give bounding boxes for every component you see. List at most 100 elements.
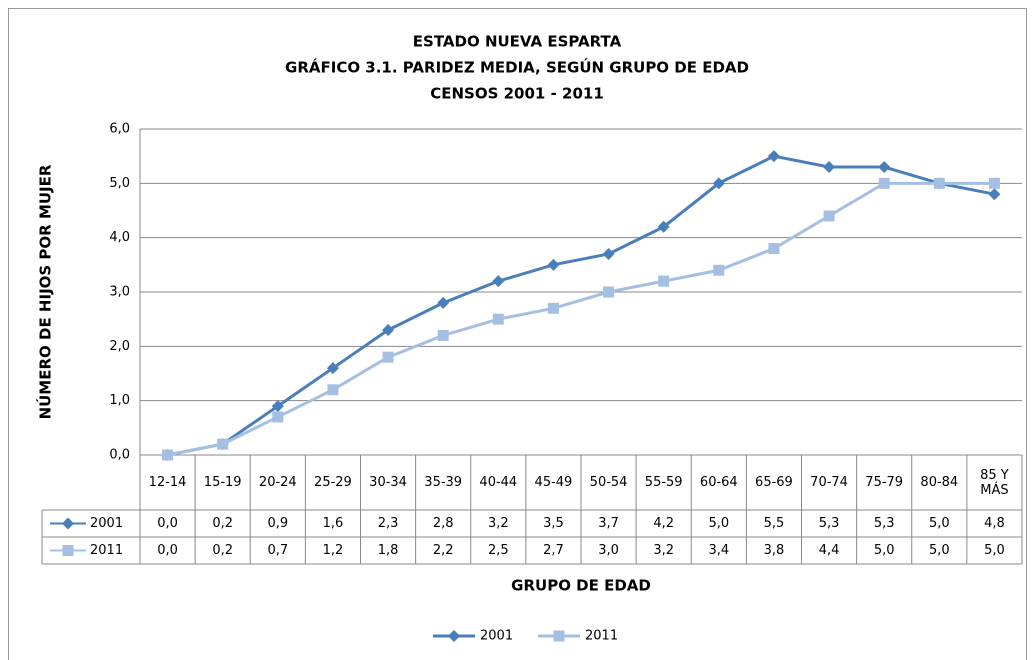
chart-title: CENSOS 2001 - 2011 bbox=[430, 85, 604, 103]
x-tick-label-box: 12-14 bbox=[148, 475, 187, 490]
table-value: 1,6 bbox=[323, 516, 344, 531]
table-value: 5,5 bbox=[764, 516, 785, 531]
table-value: 1,2 bbox=[323, 543, 344, 558]
table-value: 4,8 bbox=[984, 516, 1005, 531]
table-value: 0,7 bbox=[267, 543, 288, 558]
point bbox=[547, 302, 559, 314]
legend-label: 2011 bbox=[90, 543, 123, 558]
y-tick-label: 1,0 bbox=[109, 393, 130, 408]
x-tick-label: 50-54 bbox=[589, 475, 628, 490]
table-value: 5,3 bbox=[819, 516, 840, 531]
table-value: 2,5 bbox=[488, 543, 509, 558]
table-value: 0,9 bbox=[267, 516, 288, 531]
table-value: 2,7 bbox=[543, 543, 564, 558]
x-tick-label-box: 75-79 bbox=[865, 475, 904, 490]
point bbox=[878, 161, 891, 174]
x-tick-label: 70-74 bbox=[810, 475, 848, 490]
point bbox=[492, 275, 505, 288]
legend-key-marker bbox=[448, 630, 460, 642]
table-value: 0,0 bbox=[157, 543, 178, 558]
table-value: 4,2 bbox=[653, 516, 674, 531]
x-tick-label: 80-84 bbox=[920, 475, 959, 490]
point bbox=[988, 188, 1001, 201]
x-tick-label-box: 30-34 bbox=[369, 475, 407, 490]
point bbox=[602, 247, 615, 260]
series-line bbox=[167, 181, 995, 457]
chart-title: GRÁFICO 3.1. PARIDEZ MEDIA, SEGÚN GRUPO … bbox=[285, 58, 749, 77]
point bbox=[327, 384, 339, 396]
legend-key-marker bbox=[62, 517, 74, 530]
table-value: 3,8 bbox=[764, 543, 785, 558]
y-axis-title: NÚMERO DE HIJOS POR MUJER bbox=[36, 164, 55, 419]
point bbox=[933, 177, 945, 189]
table-value: 1,8 bbox=[378, 543, 399, 558]
table-value: 5,0 bbox=[708, 516, 729, 531]
y-tick-label: 2,0 bbox=[109, 339, 130, 354]
point bbox=[657, 220, 670, 233]
series-line bbox=[167, 154, 995, 457]
x-tick-label-box: 45-49 bbox=[534, 475, 573, 490]
table-value: 5,0 bbox=[929, 516, 950, 531]
y-tick-label: 3,0 bbox=[109, 285, 130, 300]
x-tick-label-box: 40-44 bbox=[479, 475, 518, 490]
y-tick-label: 5,0 bbox=[109, 176, 130, 191]
frame bbox=[8, 8, 1027, 660]
point bbox=[217, 438, 229, 450]
x-tick-label: 60-64 bbox=[699, 475, 738, 490]
x-tick-label-box: 20-24 bbox=[258, 475, 297, 490]
x-tick-label-box: 65-69 bbox=[755, 475, 793, 490]
point bbox=[492, 313, 504, 325]
point bbox=[768, 243, 780, 255]
x-tick-label: 20-24 bbox=[258, 475, 297, 490]
point bbox=[767, 150, 780, 163]
x-tick-label-box: 25-29 bbox=[314, 475, 352, 490]
table-value: 0,2 bbox=[212, 516, 233, 531]
point bbox=[326, 362, 339, 375]
y-tick-label: 6,0 bbox=[109, 122, 130, 137]
x-tick-label-box: 60-64 bbox=[699, 475, 738, 490]
x-axis-title: GRUPO DE EDAD bbox=[511, 577, 651, 595]
table-value: 2,8 bbox=[433, 516, 454, 531]
x-tick-label: 45-49 bbox=[534, 475, 573, 490]
point bbox=[382, 324, 395, 337]
x-tick-label-box: 85 Y MÁS bbox=[980, 467, 1009, 498]
x-tick-label: 85 Y MÁS bbox=[980, 467, 1009, 498]
x-tick-label: 12-14 bbox=[148, 475, 187, 490]
table-value: 0,0 bbox=[157, 516, 178, 531]
table-value: 3,2 bbox=[653, 543, 674, 558]
table-value: 3,7 bbox=[598, 516, 619, 531]
table-value: 5,0 bbox=[929, 543, 950, 558]
point bbox=[878, 177, 890, 189]
point bbox=[823, 210, 835, 222]
x-tick-label-box: 80-84 bbox=[920, 475, 959, 490]
point bbox=[658, 275, 670, 287]
point bbox=[382, 351, 394, 363]
legend-label: 2011 bbox=[585, 629, 618, 644]
point bbox=[713, 264, 725, 276]
point bbox=[823, 161, 836, 174]
x-tick-label: 35-39 bbox=[424, 475, 463, 490]
y-tick-label: 4,0 bbox=[109, 230, 130, 245]
legend-label: 2001 bbox=[90, 516, 123, 531]
point bbox=[988, 177, 1000, 189]
y-tick-label: 0,0 bbox=[109, 448, 130, 463]
x-tick-label: 30-34 bbox=[369, 475, 407, 490]
x-tick-label-box: 70-74 bbox=[810, 475, 848, 490]
table-value: 5,0 bbox=[984, 543, 1005, 558]
point bbox=[712, 177, 725, 190]
x-tick-label: 15-19 bbox=[203, 475, 242, 490]
table-value: 3,0 bbox=[598, 543, 619, 558]
x-tick-label: 75-79 bbox=[865, 475, 904, 490]
x-tick-label-box: 55-59 bbox=[645, 475, 683, 490]
table-value: 0,2 bbox=[212, 543, 233, 558]
table-value: 4,4 bbox=[819, 543, 840, 558]
x-tick-label-box: 15-19 bbox=[203, 475, 242, 490]
point bbox=[437, 296, 450, 309]
x-tick-label: 40-44 bbox=[479, 475, 518, 490]
x-tick-label-box: 35-39 bbox=[424, 475, 463, 490]
x-tick-label: 65-69 bbox=[755, 475, 793, 490]
legend-key-marker bbox=[553, 630, 565, 642]
table-value: 2,3 bbox=[378, 516, 399, 531]
table-value: 3,2 bbox=[488, 516, 509, 531]
